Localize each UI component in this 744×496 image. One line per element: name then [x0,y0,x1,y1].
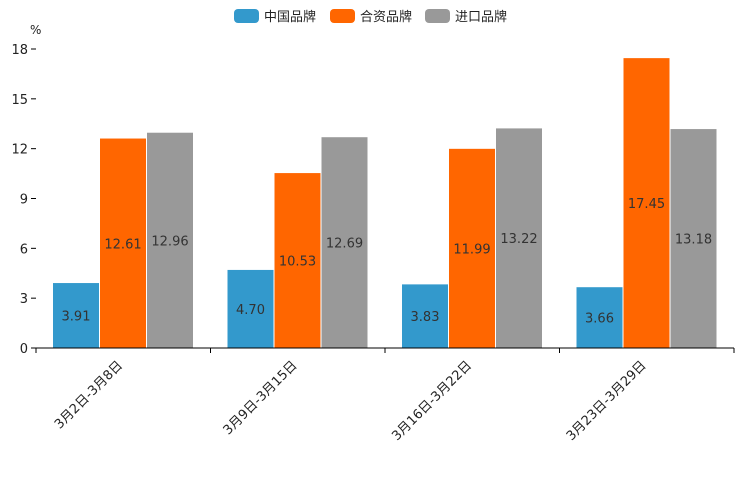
bar-value-label: 12.69 [326,237,363,252]
bar-value-label: 10.53 [279,255,316,270]
bar [576,287,623,348]
bar-value-label: 3.66 [585,312,614,327]
bar-labels: 3.91 4.70 3.83 3.66 12.61 10.53 11.99 17.45 12.9… [62,197,713,327]
bar [402,284,448,348]
bar [623,58,670,349]
bar [321,137,368,348]
bar-value-label: 17.45 [628,197,665,212]
bars [53,58,717,349]
bar [53,283,99,348]
y-tick-label: 15 [11,93,28,108]
y-tick-label: 9 [20,193,28,208]
x-tick-label: 3月2日-3月8日 [52,358,126,432]
legend-label: 进口品牌 [455,9,507,25]
bar [670,129,717,348]
legend-swatch [234,9,259,23]
y-tick-label: 12 [11,143,28,158]
y-tick-label: 18 [11,43,28,58]
legend-swatch [425,9,450,23]
x-tick-label: 3月9日-3月15日 [221,358,301,438]
x-tick-label: 3月16日-3月22日 [389,358,475,444]
y-tick-label: 6 [20,242,28,257]
y-axis: 0 3 6 9 12 15 18 [11,43,36,357]
bar [227,269,274,348]
y-tick-label: 3 [20,292,28,307]
bar-value-label: 12.61 [104,237,141,252]
legend: 中国品牌 合资品牌 进口品牌 [234,9,507,25]
bar [147,132,193,348]
bar [100,138,146,348]
y-axis-unit-label: % [30,23,41,37]
bar-value-label: 12.96 [151,234,188,249]
bar [449,148,495,348]
legend-swatch [330,9,355,23]
bar-value-label: 4.70 [236,303,265,318]
bar [496,128,542,348]
legend-label: 合资品牌 [360,9,412,25]
x-tick-label: 3月23日-3月29日 [564,358,650,444]
bar-value-label: 13.18 [675,233,712,248]
x-axis: 3月2日-3月8日 3月9日-3月15日 3月16日-3月22日 3月23日-3月29… [35,347,735,444]
bar-value-label: 3.83 [411,310,440,325]
bar-value-label: 11.99 [453,242,490,257]
bar-value-label: 13.22 [500,232,537,247]
bar-value-label: 3.91 [62,310,91,325]
y-tick-label: 0 [20,342,28,357]
bar [274,173,321,348]
legend-label: 中国品牌 [264,9,316,25]
